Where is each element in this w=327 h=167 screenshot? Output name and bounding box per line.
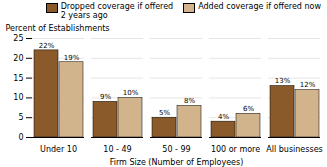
svg-text:0: 0 bbox=[18, 133, 23, 142]
svg-text:12%: 12% bbox=[300, 82, 316, 90]
svg-text:20: 20 bbox=[13, 54, 23, 63]
svg-text:5: 5 bbox=[18, 114, 23, 123]
html-text:Added coverage if offered now: Added coverage if offered now bbox=[198, 2, 321, 11]
svg-text:All businesses: All businesses bbox=[266, 146, 322, 155]
svg-text:10 - 49: 10 - 49 bbox=[103, 146, 131, 155]
svg-text:13%: 13% bbox=[275, 78, 291, 86]
svg-text:100 or more: 100 or more bbox=[211, 146, 260, 155]
svg-text:10: 10 bbox=[13, 94, 23, 103]
svg-text:22%: 22% bbox=[39, 42, 55, 50]
svg-text:5%: 5% bbox=[159, 109, 170, 117]
svg-text:10%: 10% bbox=[123, 90, 139, 98]
html-text:Dropped coverage if offered 2: Dropped coverage if offered 2 years ago bbox=[60, 2, 174, 21]
svg-text:Firm Size (Number of Employees: Firm Size (Number of Employees) bbox=[110, 158, 244, 167]
svg-text:9%: 9% bbox=[100, 93, 111, 101]
svg-text:8%: 8% bbox=[184, 97, 195, 105]
svg-text:50 - 99: 50 - 99 bbox=[162, 146, 190, 155]
svg-text:25: 25 bbox=[13, 34, 23, 43]
svg-text:4%: 4% bbox=[218, 113, 229, 121]
svg-text:Under 10: Under 10 bbox=[40, 146, 77, 155]
svg-text:15: 15 bbox=[13, 74, 23, 83]
svg-text:6%: 6% bbox=[243, 105, 254, 113]
svg-text:19%: 19% bbox=[64, 54, 80, 62]
svg-text:Percent of Establishments: Percent of Establishments bbox=[6, 25, 110, 34]
